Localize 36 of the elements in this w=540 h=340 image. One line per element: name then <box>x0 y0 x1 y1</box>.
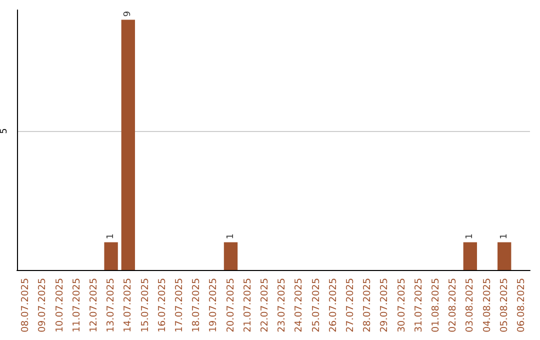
x-tick-label: 28.07.2025 <box>362 278 374 332</box>
x-tick-label: 12.07.2025 <box>88 278 100 332</box>
y-tick-label: 5 <box>0 128 10 134</box>
x-tick-label: 10.07.2025 <box>54 278 66 332</box>
data-label: 1 <box>106 233 116 240</box>
x-tick-label: 29.07.2025 <box>379 278 390 332</box>
x-tick-label: 11.07.2025 <box>71 278 82 332</box>
x-tick-label: 16.07.2025 <box>156 278 168 332</box>
x-tick-label: 25.07.2025 <box>310 278 322 332</box>
x-tick-label: 05.08.2025 <box>498 278 510 332</box>
x-tick-label: 17.07.2025 <box>174 278 185 332</box>
x-tick-label: 04.08.2025 <box>482 278 493 332</box>
x-tick-label: 18.07.2025 <box>191 278 202 332</box>
x-tick-label: 19.07.2025 <box>208 278 220 332</box>
x-tick-label: 20.07.2025 <box>225 278 236 332</box>
x-tick-label: 08.07.2025 <box>20 278 32 332</box>
x-tick-label: 13.07.2025 <box>106 278 117 332</box>
x-tick-label: 21.07.2025 <box>242 278 254 332</box>
x-tick-label: 31.07.2025 <box>413 278 424 332</box>
x-tick-label: 24.07.2025 <box>294 278 305 332</box>
x-tick-label: 01.08.2025 <box>430 278 442 332</box>
x-tick-label: 03.08.2025 <box>464 278 476 332</box>
x-tick-label: 26.07.2025 <box>328 278 339 332</box>
x-tick-label: 23.07.2025 <box>276 278 288 332</box>
x-tick-label: 27.07.2025 <box>344 278 356 332</box>
data-label: 9 <box>123 10 134 17</box>
x-tick-label: 30.07.2025 <box>396 278 408 332</box>
data-label: 1 <box>465 233 476 240</box>
x-tick-label: 09.07.2025 <box>37 278 48 332</box>
data-label: 1 <box>226 233 236 240</box>
x-tick-label: 14.07.2025 <box>122 278 134 332</box>
x-tick-label: 02.08.2025 <box>448 278 459 332</box>
x-tick-label: 22.07.2025 <box>259 278 270 332</box>
x-tick-label: 06.08.2025 <box>516 278 527 332</box>
x-tick-label: 15.07.2025 <box>140 278 151 332</box>
data-label: 1 <box>499 233 510 240</box>
